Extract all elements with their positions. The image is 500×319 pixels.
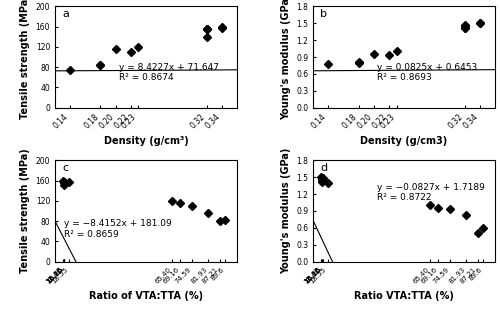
Y-axis label: Young's modulus (GPa): Young's modulus (GPa) — [280, 0, 290, 120]
Text: y = 0.0825x + 0.6453
R² = 0.8693: y = 0.0825x + 0.6453 R² = 0.8693 — [377, 63, 477, 82]
Text: y = 8.4227x + 71.647
R² = 0.8674: y = 8.4227x + 71.647 R² = 0.8674 — [118, 63, 218, 82]
Text: b: b — [320, 10, 328, 19]
Y-axis label: Tensile strength (MPa): Tensile strength (MPa) — [20, 0, 30, 119]
Text: y = −8.4152x + 181.09
R² = 0.8659: y = −8.4152x + 181.09 R² = 0.8659 — [64, 219, 172, 239]
X-axis label: Density (g/cm³): Density (g/cm³) — [104, 137, 188, 146]
X-axis label: Ratio of VTA:TTA (%): Ratio of VTA:TTA (%) — [89, 291, 203, 300]
Text: a: a — [62, 10, 69, 19]
X-axis label: Density (g/cm3): Density (g/cm3) — [360, 137, 448, 146]
X-axis label: Ratio VTA:TTA (%): Ratio VTA:TTA (%) — [354, 291, 454, 300]
Text: d: d — [320, 163, 328, 173]
Y-axis label: Young's modulus (GPa): Young's modulus (GPa) — [280, 148, 290, 274]
Y-axis label: Tensile strength (MPa): Tensile strength (MPa) — [20, 149, 30, 273]
Text: y = −0.0827x + 1.7189
R² = 0.8722: y = −0.0827x + 1.7189 R² = 0.8722 — [377, 183, 484, 203]
Text: c: c — [62, 163, 68, 173]
